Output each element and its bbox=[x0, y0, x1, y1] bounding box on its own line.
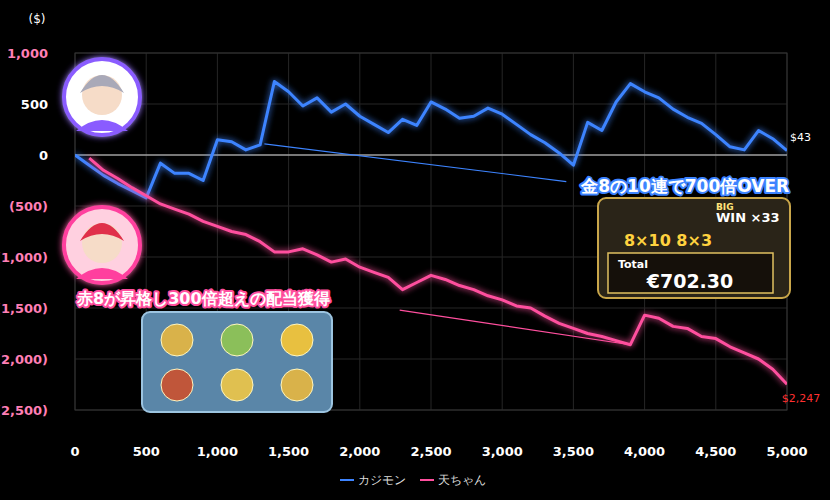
inset-text: Total bbox=[618, 258, 648, 271]
inset-symbol bbox=[161, 324, 193, 356]
x-tick-label: 0 bbox=[70, 444, 79, 459]
inset-text: 8×10 8×3 bbox=[624, 231, 712, 250]
y-tick-label: (2,500) bbox=[0, 403, 48, 418]
annotation-text: 金8の10連で700倍OVER bbox=[580, 176, 789, 196]
grid-line bbox=[75, 155, 787, 156]
y-tick-label: 500 bbox=[21, 97, 48, 112]
legend-label: 天ちゃん bbox=[438, 473, 486, 487]
end-label: $43 bbox=[790, 131, 811, 144]
y-tick-label: (2,000) bbox=[0, 352, 48, 367]
avatar-body bbox=[76, 120, 128, 131]
leader-line bbox=[264, 144, 566, 182]
series-group bbox=[75, 82, 787, 385]
grid-line bbox=[431, 53, 432, 410]
grid-line bbox=[359, 53, 360, 410]
chart: 1,000 500 0 (500) (1,000) (1,500) (2,000) (2,50… bbox=[0, 0, 830, 500]
leader-line bbox=[400, 310, 631, 345]
grid-line bbox=[573, 53, 574, 410]
y-tick-label: (500) bbox=[9, 199, 48, 214]
x-tick-label: 3,500 bbox=[553, 444, 594, 459]
inset-image bbox=[142, 312, 332, 412]
legend-swatch bbox=[420, 479, 434, 481]
x-tick-label: 500 bbox=[133, 444, 160, 459]
inset-total-box bbox=[608, 253, 773, 293]
y-tick-label: (1,000) bbox=[0, 250, 48, 265]
inset-text: €702.30 bbox=[646, 270, 734, 292]
legend-label: カジモン bbox=[358, 473, 406, 487]
avatar-ring bbox=[64, 207, 140, 283]
y-tick-label: (1,500) bbox=[0, 301, 48, 316]
avatar-hair bbox=[80, 75, 124, 93]
x-tick-label: 1,000 bbox=[197, 444, 238, 459]
x-tick-label: 1,500 bbox=[268, 444, 309, 459]
legend-swatch bbox=[340, 479, 354, 481]
annotation-text: 赤8が昇格し300倍超えの配当獲得 bbox=[76, 289, 330, 308]
x-tick-label: 3,000 bbox=[482, 444, 523, 459]
x-tick-label: 2,500 bbox=[410, 444, 451, 459]
x-tick-label: 5,000 bbox=[766, 444, 807, 459]
background bbox=[0, 0, 830, 500]
inset-symbol bbox=[221, 324, 253, 356]
y-tick-label: 0 bbox=[39, 148, 48, 163]
zero-line bbox=[75, 155, 787, 156]
avatar-hair bbox=[80, 223, 124, 241]
inset-text: WIN ×33 bbox=[716, 210, 780, 225]
x-tick-label: 2,000 bbox=[339, 444, 380, 459]
inset-symbol bbox=[281, 369, 313, 401]
inset-image bbox=[598, 198, 790, 298]
inset-symbol bbox=[281, 324, 313, 356]
y-unit-label: ($) bbox=[29, 12, 46, 26]
y-tick-label: 1,000 bbox=[7, 46, 48, 61]
inset-symbol bbox=[221, 369, 253, 401]
avatar-ring bbox=[64, 59, 140, 135]
x-tick-label: 4,000 bbox=[624, 444, 665, 459]
end-label: $2,247 bbox=[782, 392, 821, 405]
grid-line bbox=[502, 53, 503, 410]
inset-symbol bbox=[161, 369, 193, 401]
x-tick-label: 4,500 bbox=[695, 444, 736, 459]
avatar-body bbox=[76, 268, 128, 279]
